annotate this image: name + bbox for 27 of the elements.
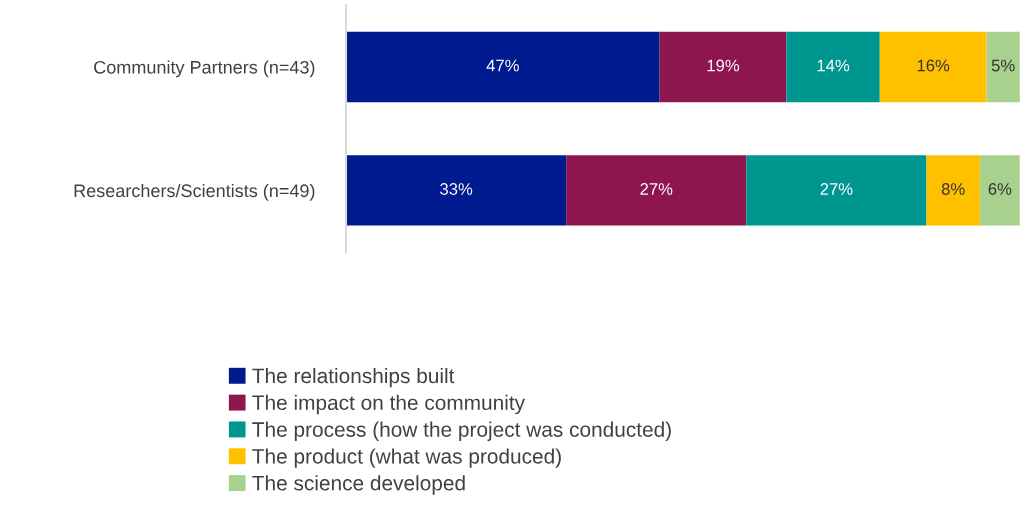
bar <box>786 31 880 103</box>
data-label: 47% <box>486 59 519 72</box>
legend-label: The product (what was produced) <box>252 448 561 468</box>
bar <box>746 155 927 226</box>
legend-label: The process (how the project was conducted) <box>252 421 671 441</box>
legend-label: The impact on the community <box>252 394 526 415</box>
y-tick-label: Community Partners (n=43) <box>94 60 315 78</box>
bar <box>879 31 987 103</box>
data-label: 27% <box>640 183 673 195</box>
bar <box>926 155 980 226</box>
bar <box>566 155 747 226</box>
bar <box>986 31 1020 103</box>
bar <box>659 31 787 103</box>
legend-label: The science developed <box>252 475 465 495</box>
data-label: 8% <box>941 183 965 195</box>
y-tick-label: Researchers/Scientists (n=49) <box>74 183 315 201</box>
data-label: 16% <box>917 59 950 72</box>
data-label: 14% <box>817 59 850 72</box>
data-label: 5% <box>991 59 1015 72</box>
data-label: 19% <box>707 59 740 72</box>
bar <box>346 155 567 226</box>
data-label: 33% <box>440 183 473 195</box>
bar <box>346 31 660 103</box>
data-label: 27% <box>820 183 853 195</box>
legend-label: The relationships built <box>252 367 455 388</box>
bar <box>979 155 1020 226</box>
data-label: 6% <box>988 183 1012 195</box>
